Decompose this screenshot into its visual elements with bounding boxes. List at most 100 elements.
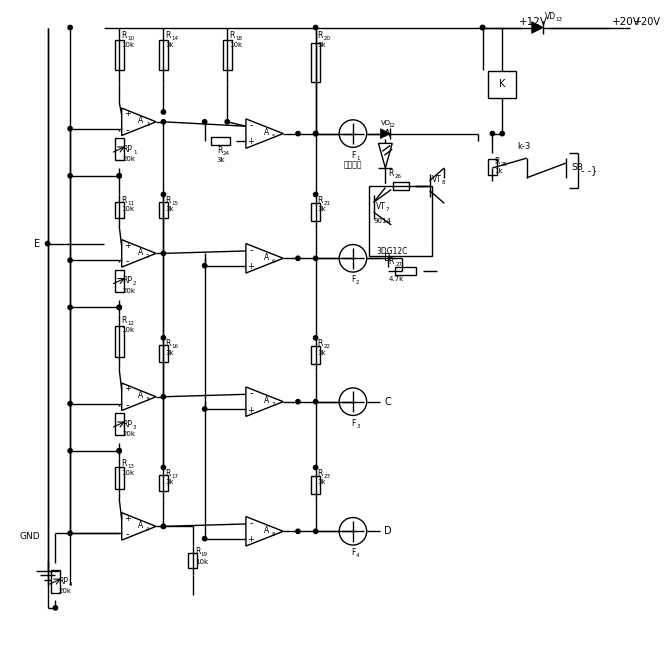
Bar — [189, 553, 197, 569]
Text: 10k: 10k — [195, 559, 208, 565]
Text: R: R — [195, 548, 201, 556]
Bar — [159, 475, 168, 492]
Text: 20k: 20k — [122, 156, 135, 162]
Text: GND: GND — [19, 532, 40, 541]
Text: C: C — [384, 397, 391, 407]
Circle shape — [161, 524, 165, 529]
Text: +20V: +20V — [612, 16, 640, 26]
Text: 21: 21 — [323, 201, 331, 206]
Text: 8: 8 — [272, 532, 275, 536]
Text: 11: 11 — [127, 201, 134, 206]
Text: +: + — [124, 241, 131, 250]
Bar — [115, 40, 124, 71]
Text: R: R — [218, 146, 223, 156]
Text: +: + — [124, 109, 131, 119]
Text: SB: SB — [571, 163, 583, 173]
Text: E: E — [34, 239, 40, 248]
Text: 23: 23 — [323, 474, 331, 479]
Circle shape — [161, 120, 165, 124]
Text: A: A — [138, 391, 143, 400]
Circle shape — [295, 529, 300, 534]
Bar — [115, 467, 124, 490]
Circle shape — [313, 399, 318, 404]
Text: K: K — [499, 80, 505, 90]
Text: R: R — [122, 316, 127, 325]
Text: R: R — [388, 257, 394, 266]
Text: 10: 10 — [127, 36, 134, 41]
Text: 4: 4 — [146, 527, 149, 532]
Text: +12V: +12V — [519, 16, 548, 26]
Text: 3k: 3k — [165, 479, 174, 485]
Bar — [488, 159, 497, 175]
Text: -: - — [125, 256, 129, 266]
Text: 2: 2 — [133, 281, 137, 287]
Text: RP: RP — [58, 577, 68, 586]
Text: F: F — [351, 418, 355, 428]
Circle shape — [161, 395, 165, 399]
Circle shape — [481, 26, 485, 30]
Text: A: A — [264, 128, 269, 137]
Text: -: - — [249, 120, 252, 130]
Circle shape — [117, 174, 122, 178]
Text: R: R — [229, 31, 234, 40]
Text: 8: 8 — [442, 180, 445, 185]
Text: 12: 12 — [127, 321, 134, 326]
Text: 26: 26 — [394, 174, 401, 179]
Bar — [311, 346, 320, 364]
Text: 3k: 3k — [317, 206, 326, 212]
Text: R: R — [122, 459, 127, 468]
Circle shape — [295, 399, 300, 404]
Text: k-3: k-3 — [517, 142, 530, 151]
Text: +20V: +20V — [633, 16, 660, 26]
Text: 4.7k: 4.7k — [388, 276, 404, 282]
Text: 3k: 3k — [165, 349, 174, 356]
Circle shape — [117, 449, 122, 453]
Text: 3k: 3k — [317, 42, 326, 48]
Bar — [393, 182, 409, 190]
Circle shape — [68, 258, 72, 262]
Polygon shape — [532, 22, 543, 34]
Circle shape — [161, 110, 165, 114]
Text: F: F — [351, 151, 355, 159]
Text: -: - — [125, 529, 129, 539]
Text: 10k: 10k — [122, 327, 134, 333]
Text: 7: 7 — [272, 402, 275, 407]
Text: F: F — [351, 548, 355, 558]
Text: 3k: 3k — [165, 206, 174, 212]
Circle shape — [68, 531, 72, 535]
Bar — [311, 476, 320, 494]
Circle shape — [481, 26, 485, 30]
Text: 13: 13 — [555, 17, 562, 22]
Circle shape — [53, 606, 58, 610]
Circle shape — [295, 256, 300, 260]
Text: A: A — [138, 521, 143, 530]
Circle shape — [203, 407, 207, 411]
Bar — [369, 186, 432, 256]
Text: 10k: 10k — [122, 206, 134, 212]
Text: 过充保护: 过充保护 — [344, 161, 362, 169]
Text: +: + — [248, 262, 254, 271]
Circle shape — [490, 131, 495, 136]
Text: +: + — [248, 405, 254, 415]
Bar — [51, 570, 60, 592]
Text: RP: RP — [122, 420, 132, 429]
Circle shape — [203, 120, 207, 124]
Text: - -}: - -} — [581, 165, 597, 175]
Bar — [115, 326, 124, 357]
Circle shape — [295, 131, 300, 136]
Text: 15: 15 — [171, 201, 178, 206]
Text: R: R — [165, 196, 171, 205]
Text: RP: RP — [122, 145, 132, 154]
Text: 27: 27 — [395, 262, 402, 267]
Circle shape — [161, 192, 165, 196]
Text: 2: 2 — [146, 254, 149, 259]
Text: -: - — [125, 125, 129, 134]
Text: -: - — [125, 399, 129, 410]
Text: -: - — [249, 388, 252, 398]
Circle shape — [225, 120, 229, 124]
Text: 9014: 9014 — [374, 218, 392, 224]
Bar — [311, 202, 320, 221]
Circle shape — [313, 256, 318, 260]
Text: A: A — [264, 526, 269, 535]
Text: 3: 3 — [356, 424, 360, 429]
